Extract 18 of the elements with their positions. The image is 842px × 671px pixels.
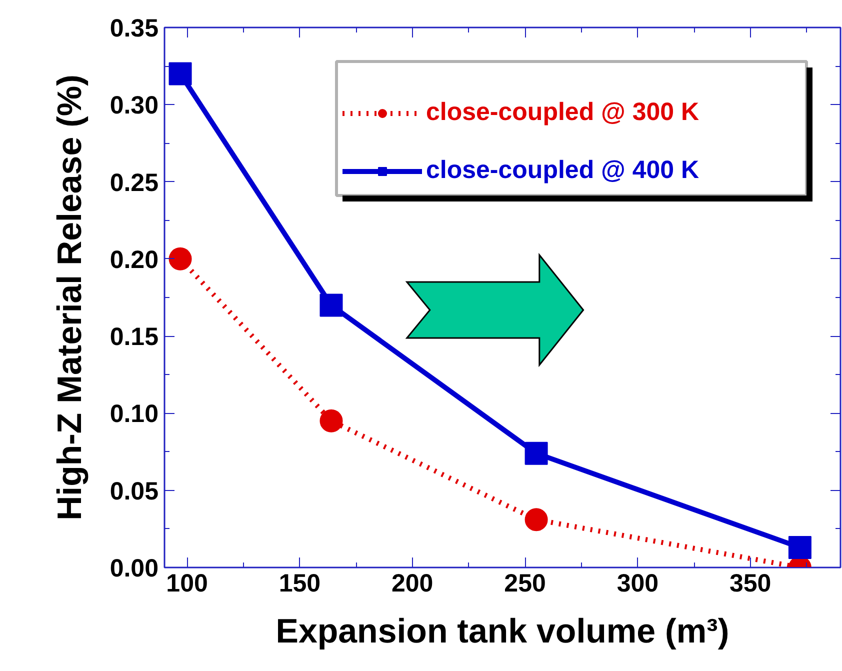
x-tick-label: 200 — [392, 570, 434, 598]
x-axis-title: Expansion tank volume (m³) — [276, 612, 730, 650]
y-tick-label: 0.15 — [110, 323, 159, 352]
y-tick-label: 0.10 — [110, 400, 159, 428]
y-tick-label: 0.30 — [110, 92, 159, 120]
x-tick-label: 100 — [166, 570, 208, 598]
y-tick-label: 0.35 — [110, 14, 159, 42]
x-tick-label: 350 — [730, 570, 772, 598]
x-tick-label: 150 — [278, 570, 321, 598]
y-tick-label: 0.05 — [110, 477, 159, 506]
x-tick-label: 300 — [616, 570, 659, 598]
y-tick-label: 0.00 — [110, 554, 159, 582]
x-tick-label: 250 — [504, 570, 546, 598]
y-tick-label: 0.20 — [110, 246, 159, 274]
y-tick-label: 0.25 — [110, 168, 159, 197]
legend-label: close-coupled @ 300 K — [426, 98, 700, 127]
legend-label: close-coupled @ 400 K — [426, 156, 700, 185]
y-axis-title: High-Z Material Release (%) — [50, 74, 89, 520]
